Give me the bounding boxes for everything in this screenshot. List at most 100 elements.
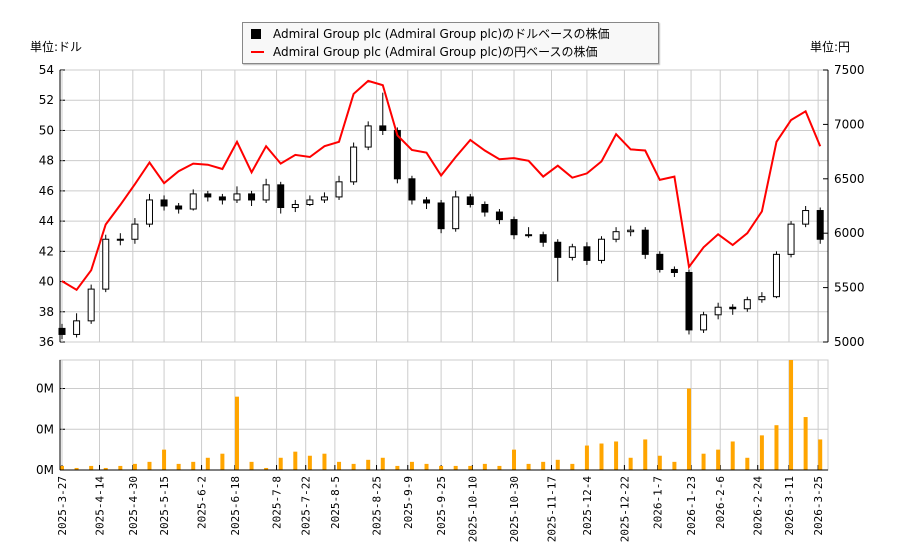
- x-tick-label: 2025-6-2: [196, 476, 209, 529]
- right-axis-unit: 単位:円: [810, 40, 851, 54]
- volume-bar: [395, 465, 400, 470]
- volume-bar: [453, 465, 458, 470]
- volume-bar: [789, 360, 794, 470]
- x-tick-label: 2026-1-7: [652, 476, 665, 529]
- candle: [204, 193, 212, 198]
- volume-bar: [366, 459, 371, 470]
- volume-bar: [541, 461, 546, 470]
- candle: [700, 314, 708, 331]
- y-right-tick-label: 5000: [834, 335, 865, 349]
- volume-bar: [439, 465, 444, 470]
- y-right-tick-label: 7500: [834, 63, 865, 77]
- candle: [437, 202, 445, 230]
- x-tick-label: 2025-9-9: [402, 476, 415, 529]
- legend-swatch-candle: [251, 29, 261, 39]
- volume-bar: [555, 459, 560, 470]
- x-tick-label: 2025-10-30: [508, 476, 521, 542]
- volume-bar: [424, 463, 429, 470]
- y-left-tick-label: 52: [39, 93, 54, 107]
- candle: [175, 205, 183, 210]
- candle: [481, 203, 489, 213]
- legend-swatch-line: [251, 51, 264, 53]
- volume-tick-label: 0M: [36, 463, 54, 477]
- volume-tick-label: 0M: [36, 382, 54, 396]
- candle: [248, 193, 256, 201]
- y-left-tick-label: 48: [39, 154, 54, 168]
- candle: [554, 241, 562, 258]
- candle: [641, 229, 649, 255]
- volume-bar: [468, 465, 473, 470]
- volume-bar: [103, 467, 108, 470]
- y-left-tick-label: 40: [39, 275, 54, 289]
- candle: [131, 223, 139, 240]
- candle: [627, 229, 635, 233]
- candle: [525, 234, 533, 237]
- candle: [218, 196, 226, 201]
- candle: [277, 184, 285, 209]
- volume-bar: [60, 465, 64, 470]
- candle: [58, 327, 66, 335]
- left-axis-unit: 単位:ドル: [30, 40, 83, 54]
- candle: [408, 178, 416, 201]
- candle: [495, 211, 503, 221]
- x-tick-label: 2026-1-23: [685, 476, 698, 536]
- volume-bar: [526, 463, 531, 470]
- x-tick-label: 2025-8-25: [371, 476, 384, 536]
- x-tick-label: 2025-4-14: [93, 476, 106, 536]
- jpy-price-line: [61, 79, 822, 292]
- volume-bar: [759, 435, 764, 470]
- candle: [510, 219, 518, 236]
- volume-bar: [234, 396, 239, 470]
- x-tick-label: 2025-12-22: [618, 476, 631, 542]
- volume-bar: [132, 463, 137, 470]
- y-left-tick-label: 36: [39, 335, 54, 349]
- candle: [539, 234, 547, 243]
- volume-bar: [249, 461, 254, 470]
- volume-bar: [162, 449, 167, 470]
- volume-bar: [818, 439, 823, 470]
- y-right-tick-label: 6500: [834, 172, 865, 186]
- candle: [379, 125, 387, 131]
- candle: [73, 320, 81, 335]
- volume-bar: [803, 417, 808, 470]
- candle: [423, 199, 431, 204]
- x-tick-label: 2025-9-25: [435, 476, 448, 536]
- candle: [364, 125, 372, 148]
- candle: [816, 210, 824, 240]
- volume-bar: [584, 445, 589, 470]
- volume-bar: [497, 465, 502, 470]
- candle: [335, 181, 343, 198]
- volume-bar: [74, 467, 79, 470]
- volume-bar: [643, 439, 648, 470]
- volume-bar: [570, 463, 575, 470]
- volume-bar: [191, 461, 196, 470]
- y-left-tick-label: 38: [39, 305, 54, 319]
- x-tick-label: 2025-10-10: [466, 476, 479, 542]
- volume-bar: [512, 449, 517, 470]
- x-tick-label: 2026-2-24: [752, 476, 765, 536]
- candle: [685, 271, 693, 331]
- candle: [772, 253, 780, 298]
- x-tick-label: 2025-8-5: [329, 476, 342, 529]
- y-left-tick-label: 46: [39, 184, 54, 198]
- volume-bar: [774, 425, 779, 470]
- y-left-tick-label: 44: [39, 214, 54, 228]
- candle: [714, 306, 722, 316]
- y-right-tick-label: 6000: [834, 226, 865, 240]
- volume-bar: [745, 457, 750, 470]
- candle: [320, 196, 328, 201]
- x-tick-label: 2026-3-11: [783, 476, 796, 536]
- legend: Admiral Group plc (Admiral Group plc)のドル…: [242, 22, 659, 64]
- candle: [393, 129, 401, 180]
- volume-bar: [730, 441, 735, 470]
- x-tick-label: 2026-2-6: [714, 476, 727, 529]
- x-tick-label: 2025-4-30: [127, 476, 140, 536]
- volume-bar: [205, 457, 210, 470]
- candle: [262, 184, 270, 201]
- x-tick-label: 2025-3-27: [56, 476, 69, 536]
- candle: [452, 196, 460, 230]
- volume-bar: [118, 465, 123, 470]
- volume-bar: [264, 467, 269, 470]
- volume-bar: [220, 453, 225, 470]
